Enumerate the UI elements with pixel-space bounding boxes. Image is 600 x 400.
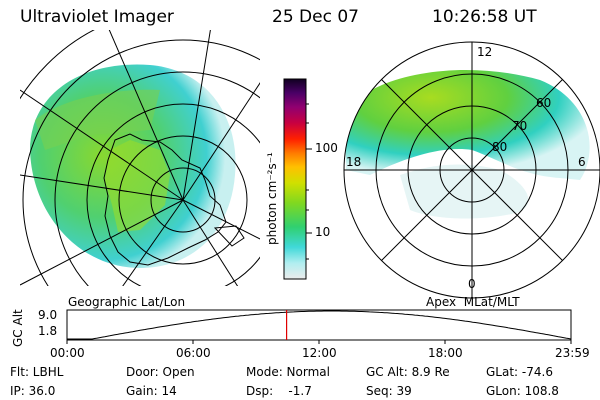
mlat-label-70: 70 [512, 119, 528, 133]
altitude-tick-low: 1.8 [38, 324, 58, 338]
altitude-axis-label: GC Alt [11, 309, 25, 347]
time-tick-1200: 12:00 [302, 346, 337, 360]
gain-info: Gain: 14 [126, 384, 177, 398]
mlt-label-right: 6 [578, 155, 586, 169]
gc-alt-info: GC Alt: 8.9 Re [366, 365, 450, 379]
magnetic-panel-label: Apex MLat/MLT [426, 295, 520, 309]
geographic-panel-label: Geographic Lat/Lon [68, 295, 186, 309]
altitude-curve [67, 310, 572, 340]
time-tick-1800: 18:00 [428, 346, 463, 360]
colorbar-tick-100: 100 [315, 141, 338, 155]
time-tick-0600: 06:00 [176, 346, 211, 360]
magnetic-image [345, 70, 590, 219]
mlt-label-top: 12 [477, 45, 493, 59]
image-date: 25 Dec 07 [272, 7, 359, 27]
mlt-label-bottom: 0 [468, 277, 476, 291]
geographic-image [20, 30, 260, 286]
mlt-label-left: 18 [346, 155, 362, 169]
colorbar-scale [283, 78, 307, 280]
mlat-label-60: 60 [536, 96, 552, 110]
imager-title: Ultraviolet Imager [20, 7, 174, 27]
mlat-label-80: 80 [492, 140, 508, 154]
glon-info: GLon: 108.8 [486, 384, 559, 398]
time-tick-0000: 00:00 [50, 346, 85, 360]
image-time: 10:26:58 UT [432, 7, 537, 27]
mode-info: Mode: Normal [246, 365, 330, 379]
filter-info: Flt: LBHL [10, 365, 64, 379]
altitude-tick-high: 9.0 [38, 308, 58, 322]
altitude-plot-frame [66, 309, 572, 341]
door-info: Door: Open [126, 365, 195, 379]
seq-info: Seq: 39 [366, 384, 412, 398]
glat-info: GLat: -74.6 [486, 365, 553, 379]
dsp-info: Dsp: -1.7 [246, 384, 312, 398]
colorbar-tick-10: 10 [315, 225, 331, 239]
colorbar-unit-label: photon cm⁻²s⁻¹ [265, 152, 279, 245]
time-tick-2359: 23:59 [555, 346, 590, 360]
ip-info: IP: 36.0 [10, 384, 56, 398]
